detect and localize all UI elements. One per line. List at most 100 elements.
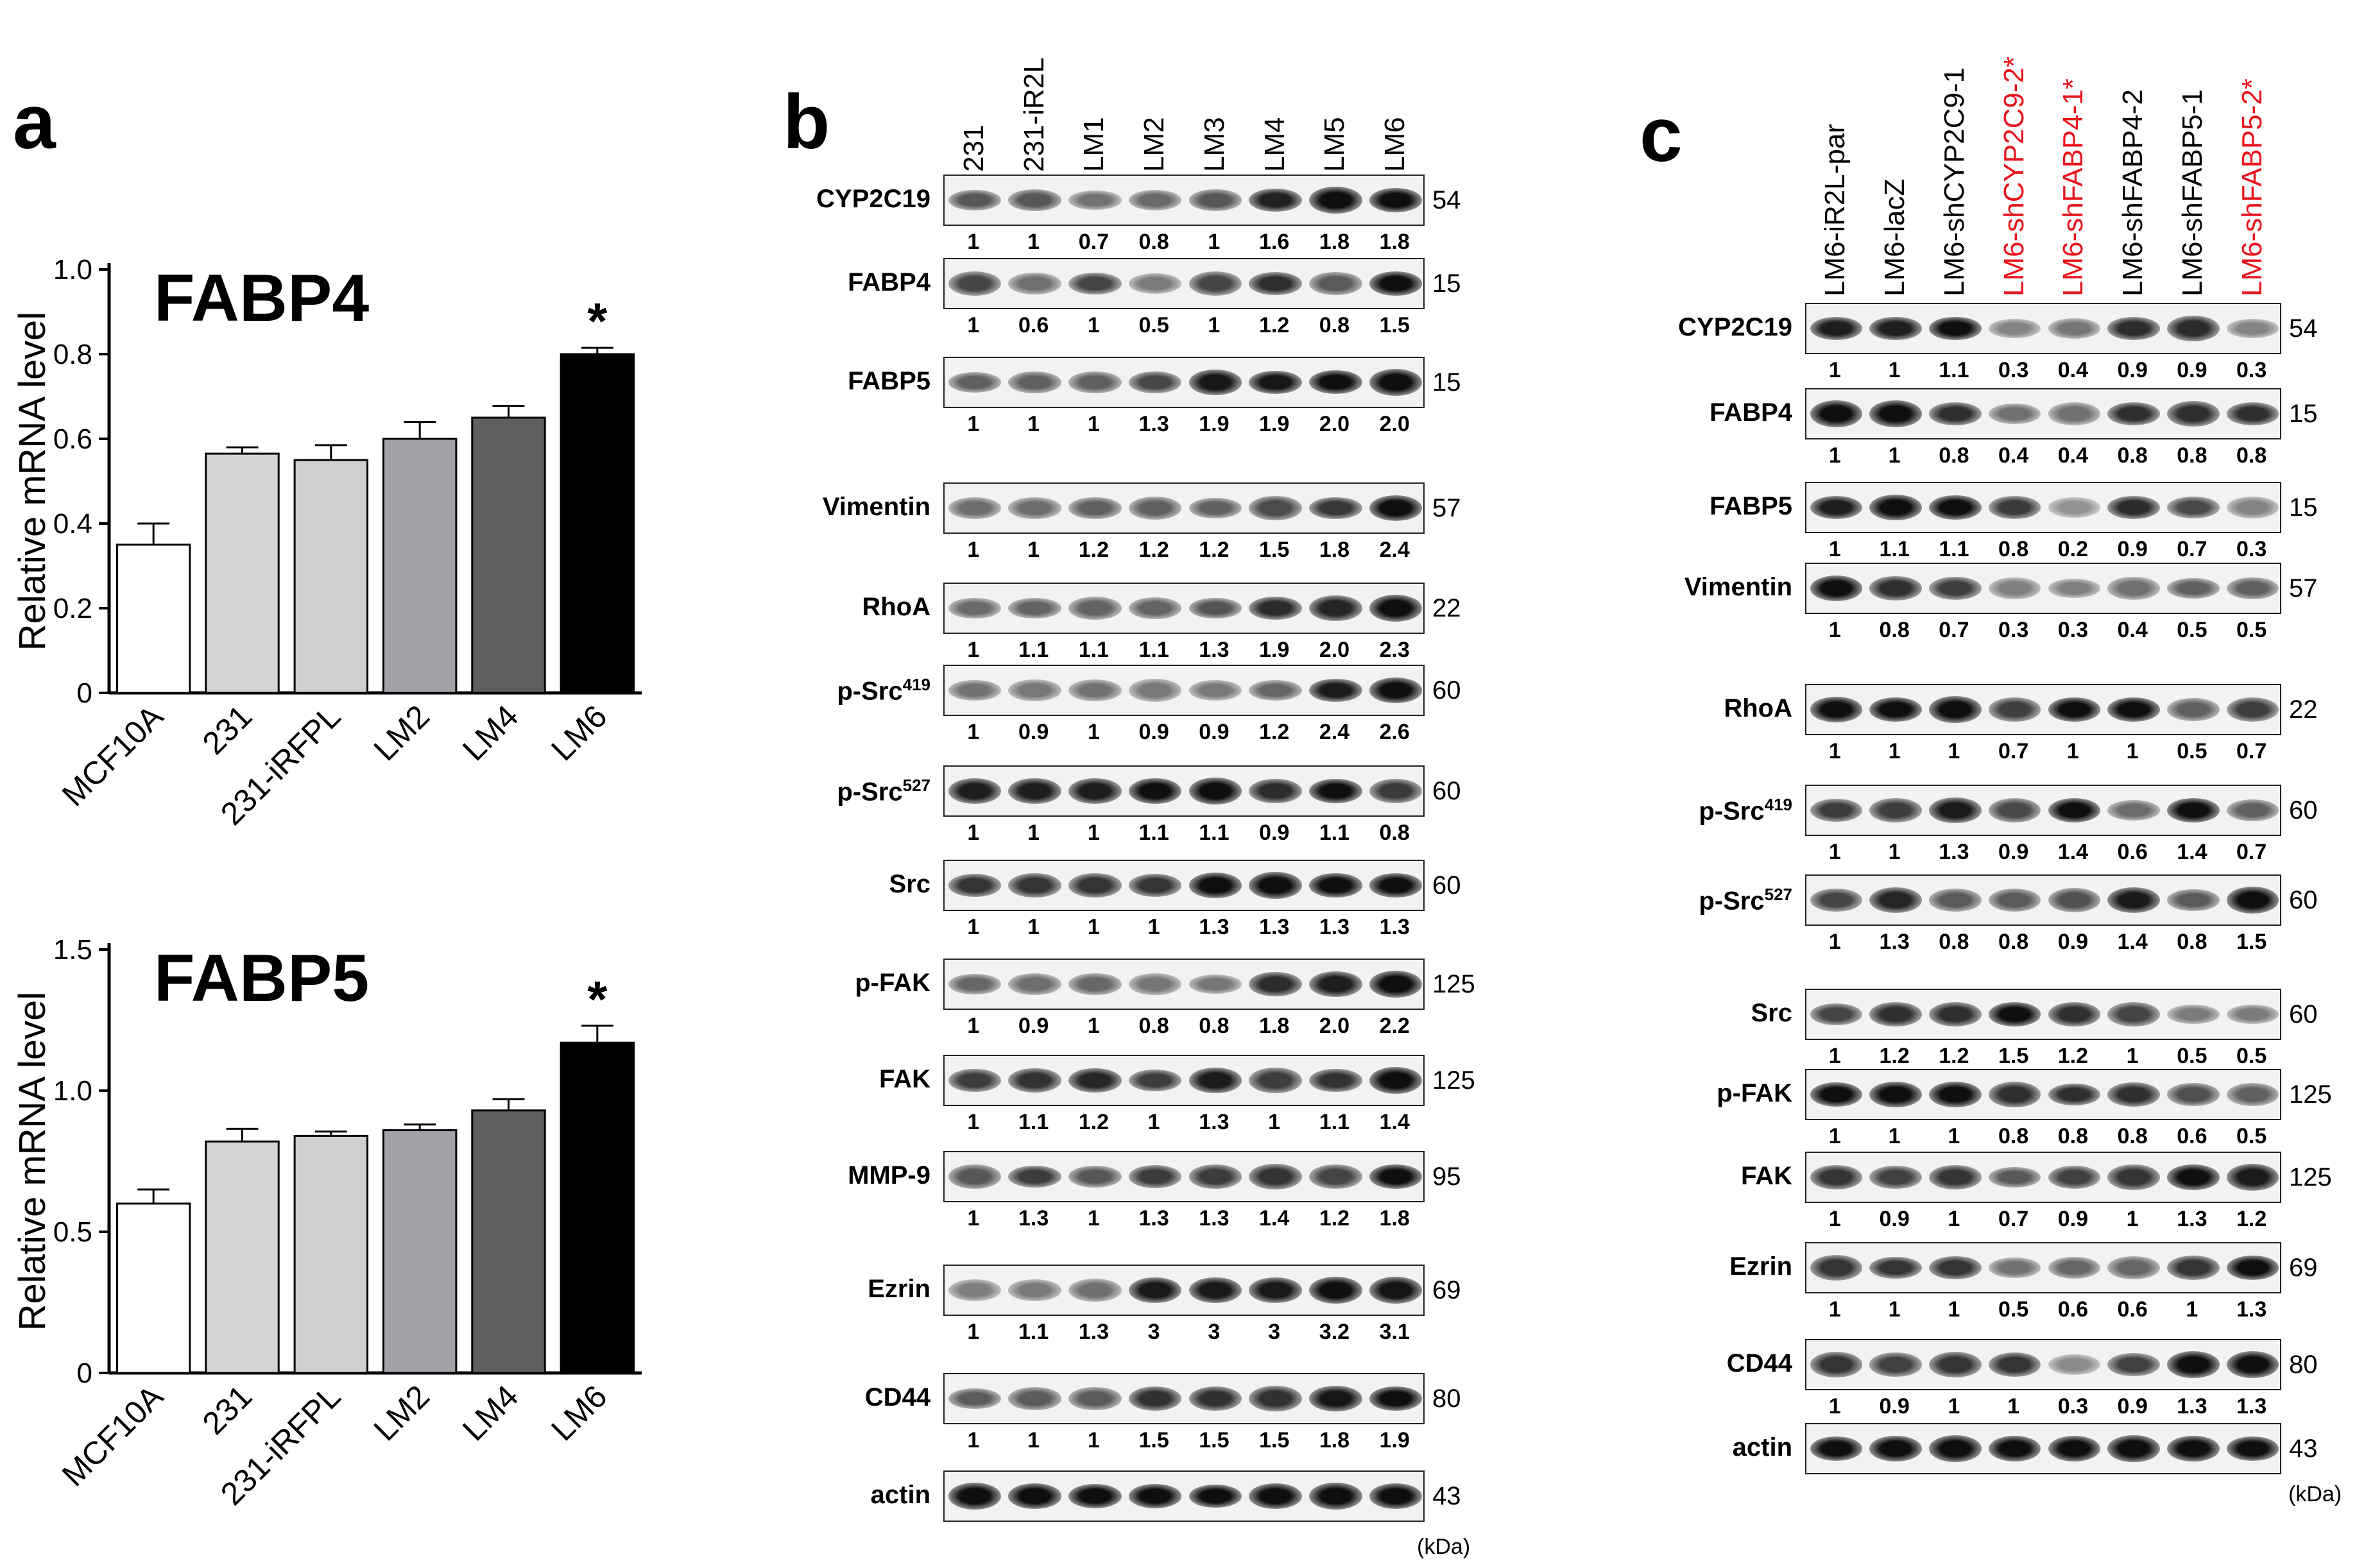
band-quantification: 2.4 bbox=[1379, 538, 1410, 562]
protein-band bbox=[1988, 1435, 2041, 1462]
protein-band bbox=[1988, 1002, 2041, 1027]
protein-band bbox=[1810, 400, 1863, 428]
protein-band bbox=[1008, 679, 1061, 702]
band-quantification: 1.3 bbox=[1018, 1206, 1049, 1231]
band-quantification: 0.9 bbox=[2057, 1207, 2088, 1231]
band-quantification: 1 bbox=[967, 821, 980, 845]
lane-label: LM6-iR2L-par bbox=[1819, 124, 1851, 296]
band-quantification: 1.4 bbox=[2057, 840, 2088, 864]
band-quantification: 0.4 bbox=[2117, 618, 2148, 642]
protein-band bbox=[1929, 1352, 1982, 1377]
protein-band bbox=[2226, 1082, 2279, 1107]
band-quantification: 1.1 bbox=[1939, 358, 1969, 382]
band-quantification: 1 bbox=[1208, 313, 1221, 337]
protein-band bbox=[948, 874, 1002, 897]
protein-band bbox=[1188, 498, 1242, 518]
protein-band bbox=[1988, 1166, 2041, 1188]
protein-band bbox=[1810, 1436, 1863, 1461]
blot-row-label: FABP4 bbox=[1536, 398, 1792, 427]
protein-band bbox=[2167, 1082, 2220, 1107]
protein-band bbox=[1188, 597, 1242, 619]
protein-band bbox=[1869, 887, 1922, 913]
protein-band bbox=[1008, 189, 1061, 211]
molecular-weight: 15 bbox=[1432, 368, 1461, 396]
blot-strip bbox=[1805, 1242, 2281, 1293]
protein-band bbox=[1869, 494, 1922, 521]
y-axis-label: Relative mRNA level bbox=[12, 992, 53, 1331]
protein-band bbox=[1309, 595, 1362, 622]
band-quantification: 2.4 bbox=[1319, 720, 1350, 744]
protein-band bbox=[1008, 778, 1061, 805]
band-quantification: 1.2 bbox=[1078, 1110, 1109, 1134]
band-quantification: 1 bbox=[967, 1110, 980, 1134]
band-quantification: 1 bbox=[967, 915, 980, 939]
band-quantification: 1.5 bbox=[1199, 1428, 1230, 1453]
protein-name: FABP5 bbox=[1710, 492, 1792, 520]
band-quantification: 1 bbox=[967, 1014, 980, 1038]
blot-row-label: Vimentin bbox=[674, 493, 930, 522]
band-quantification: 0.9 bbox=[2117, 358, 2148, 382]
protein-band bbox=[948, 1388, 1002, 1410]
band-quantification: 0.9 bbox=[1018, 1014, 1049, 1038]
protein-band bbox=[2107, 402, 2160, 425]
protein-name: p-Src bbox=[837, 677, 903, 706]
band-quantification: 0.6 bbox=[2117, 1297, 2148, 1322]
blot-row-label: MMP-9 bbox=[674, 1161, 930, 1190]
protein-band bbox=[2048, 497, 2101, 518]
band-quantification: 0.7 bbox=[2177, 537, 2207, 561]
protein-band bbox=[2226, 1436, 2279, 1461]
band-quantification: 1.1 bbox=[1078, 638, 1109, 662]
lane-label: LM6-lacZ bbox=[1879, 178, 1911, 296]
band-quantification: 1 bbox=[1828, 1044, 1841, 1068]
blot-strip bbox=[1805, 989, 2281, 1040]
protein-name: FAK bbox=[1741, 1162, 1792, 1190]
band-quantification: 0.8 bbox=[1998, 930, 2029, 954]
molecular-weight: 125 bbox=[2289, 1080, 2332, 1109]
molecular-weight: 57 bbox=[1432, 494, 1461, 522]
lane-label: LM6-shFABP5-1 bbox=[2176, 89, 2208, 296]
protein-band bbox=[2167, 315, 2220, 342]
protein-band bbox=[1188, 873, 1242, 898]
band-quantification: 1 bbox=[1888, 840, 1901, 864]
protein-band bbox=[1988, 318, 2041, 339]
blot-row-label: FABP5 bbox=[1536, 492, 1792, 521]
band-quantification: 1 bbox=[1948, 739, 1960, 763]
molecular-weight: 54 bbox=[2289, 314, 2318, 343]
band-quantification: 1 bbox=[1828, 739, 1841, 763]
protein-name: Src bbox=[1751, 999, 1793, 1027]
blot-strip bbox=[1805, 1423, 2281, 1474]
band-quantification: 1.2 bbox=[1258, 313, 1290, 337]
band-quantification: 1.3 bbox=[2177, 1394, 2207, 1419]
protein-band bbox=[1988, 577, 2041, 600]
band-quantification: 0.9 bbox=[1879, 1207, 1910, 1231]
protein-band bbox=[1988, 1082, 2041, 1107]
protein-name: MMP-9 bbox=[848, 1161, 930, 1189]
band-quantification: 1.3 bbox=[1379, 915, 1410, 939]
protein-band bbox=[1929, 495, 1982, 520]
band-quantification: 1.8 bbox=[1319, 230, 1350, 254]
protein-band bbox=[1008, 371, 1061, 394]
blot-row-label: CYP2C19 bbox=[1536, 313, 1792, 342]
protein-band bbox=[1008, 272, 1061, 295]
protein-band bbox=[2167, 798, 2220, 822]
molecular-weight: 57 bbox=[2289, 574, 2318, 602]
protein-band bbox=[1369, 595, 1423, 622]
band-quantification: 1.2 bbox=[1078, 538, 1109, 562]
band-quantification: 0.8 bbox=[1138, 230, 1169, 254]
band-quantification: 1.2 bbox=[2236, 1207, 2267, 1231]
band-quantification: 1.3 bbox=[1319, 915, 1350, 939]
band-quantification: 1.3 bbox=[1138, 1206, 1169, 1231]
protein-band bbox=[1869, 1256, 1922, 1279]
band-quantification: 1.1 bbox=[1018, 1110, 1049, 1134]
protein-band bbox=[1988, 889, 2041, 912]
protein-band bbox=[1988, 403, 2041, 425]
band-quantification: 3.1 bbox=[1379, 1320, 1410, 1344]
band-quantification: 0.7 bbox=[1939, 618, 1969, 642]
chart-title: FABP4 bbox=[154, 261, 369, 336]
protein-band bbox=[2226, 1351, 2279, 1379]
band-quantification: 1 bbox=[1828, 443, 1841, 468]
protein-band bbox=[1929, 695, 1982, 724]
y-tick-label: 0.8 bbox=[53, 339, 92, 370]
protein-band bbox=[1188, 777, 1242, 805]
y-tick-label: 1.0 bbox=[53, 1075, 92, 1107]
